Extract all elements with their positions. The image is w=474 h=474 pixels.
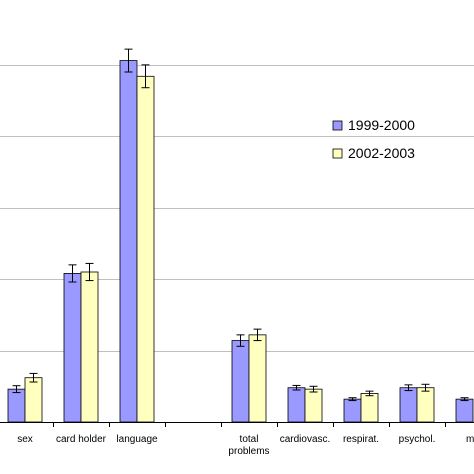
x-tick-label: me (466, 434, 474, 445)
bar-series1 (63, 273, 82, 423)
legend-label: 1999-2000 (348, 117, 415, 133)
bar-series2 (304, 388, 323, 423)
x-tick-label: cardiovasc. (280, 434, 331, 445)
error-bars (12, 48, 469, 402)
legend: 1999-2000 2002-2003 (332, 117, 415, 161)
bar-series2 (24, 377, 43, 423)
x-tick-label: card holder (56, 434, 107, 445)
bar-series1 (231, 340, 250, 423)
x-tick-label: language (116, 434, 158, 445)
legend-swatch (332, 120, 343, 131)
bars (7, 60, 474, 423)
bar-series1 (7, 388, 26, 423)
bar-series2 (80, 271, 99, 423)
bar-series2 (416, 387, 435, 423)
legend-swatch (332, 148, 343, 159)
bar-series1 (287, 387, 306, 423)
bar-series1 (399, 387, 418, 423)
x-axis (0, 422, 474, 427)
category-labels: sex card holder language total problems cardi… (17, 434, 474, 457)
x-tick-label: psychol. (399, 434, 436, 445)
bar-series1 (455, 398, 474, 423)
bar-series2 (360, 393, 379, 423)
bar-series1 (119, 60, 138, 423)
bar-series2 (136, 75, 155, 423)
bar-series2 (248, 334, 267, 423)
bar-series1 (343, 398, 362, 423)
x-tick-label: total problems (228, 434, 269, 457)
x-tick-label: sex (17, 434, 33, 445)
legend-label: 2002-2003 (348, 145, 415, 161)
x-tick-label: respirat. (343, 434, 379, 445)
